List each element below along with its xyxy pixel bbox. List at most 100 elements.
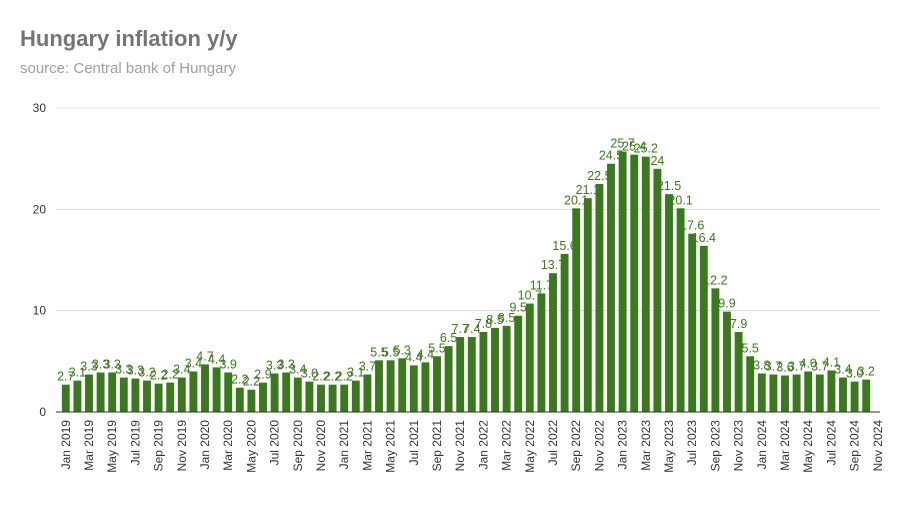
- data-label: 12.2: [703, 273, 727, 287]
- data-label: 21.1: [576, 183, 600, 197]
- x-tick-label: May 2020: [244, 420, 258, 473]
- data-label: 3.3: [92, 357, 109, 371]
- x-tick-label: Jul 2024: [824, 420, 838, 466]
- chart-title: Hungary inflation y/y: [20, 26, 238, 51]
- data-label: 3.3: [278, 357, 295, 371]
- x-tick-label: Nov 2019: [175, 420, 189, 472]
- bar: [247, 389, 256, 412]
- x-tick-label: Nov 2020: [314, 420, 328, 472]
- bar: [549, 273, 557, 412]
- data-label: 16.4: [692, 231, 716, 245]
- data-label: 10.7: [518, 289, 542, 303]
- x-tick-label: Mar 2022: [500, 420, 514, 471]
- bar: [630, 154, 639, 413]
- data-label: 7.7: [452, 322, 469, 336]
- data-label: 3.7: [811, 360, 828, 374]
- bar: [398, 358, 407, 412]
- bar: [386, 360, 395, 412]
- data-label: 7.4: [463, 322, 480, 336]
- bar: [641, 156, 650, 412]
- data-label: 3.9: [220, 357, 237, 371]
- bar: [119, 377, 128, 412]
- bar: [815, 374, 824, 412]
- data-label: 3.6: [776, 361, 793, 375]
- data-label: 3.4: [834, 363, 851, 377]
- bar: [131, 378, 140, 412]
- bar: [363, 374, 372, 412]
- data-label: 3.1: [347, 366, 364, 380]
- data-label: 5.5: [370, 345, 387, 359]
- data-label: 3.1: [69, 366, 86, 380]
- data-label: 2.2: [243, 375, 260, 389]
- data-label: 15.6: [552, 239, 576, 253]
- data-label: 2.2: [312, 370, 329, 384]
- bar: [827, 370, 836, 412]
- x-tick-label: Jan 2021: [337, 420, 351, 470]
- bar: [61, 384, 70, 412]
- bar: [804, 371, 813, 412]
- bar: [711, 288, 720, 412]
- data-label: 3.7: [359, 360, 376, 374]
- bar: [305, 381, 314, 412]
- x-tick-label: Nov 2022: [592, 420, 606, 472]
- x-tick-label: Jan 2024: [755, 420, 769, 470]
- data-label: 2.7: [57, 370, 74, 384]
- x-tick-label: Mar 2020: [221, 420, 235, 471]
- data-label: 4.4: [417, 347, 434, 361]
- bar: [769, 374, 778, 412]
- data-label: 3.2: [858, 365, 875, 379]
- x-tick-label: Sep 2021: [430, 420, 444, 472]
- bar: [676, 208, 685, 412]
- data-label: 2.2: [150, 369, 167, 383]
- bar: [108, 372, 117, 412]
- bar: [270, 373, 279, 412]
- x-tick-label: May 2019: [105, 420, 119, 473]
- x-tick-label: Jul 2021: [407, 420, 421, 466]
- bar: [560, 253, 569, 412]
- data-label: 3.7: [765, 360, 782, 374]
- data-label: 3.0: [846, 367, 863, 381]
- bar: [282, 372, 291, 412]
- data-label: 25.4: [622, 140, 646, 154]
- bar: [688, 233, 697, 412]
- x-tick-label: Jan 2023: [616, 420, 630, 470]
- bar: [839, 377, 847, 412]
- bar: [224, 372, 233, 412]
- data-label: 5.3: [394, 343, 411, 357]
- data-label: 6.5: [440, 331, 457, 345]
- data-label: 4.1: [823, 355, 840, 369]
- bar: [607, 163, 615, 412]
- data-label: 3.0: [301, 367, 318, 381]
- bar: [479, 331, 488, 412]
- bar: [572, 208, 581, 412]
- bar: [525, 303, 534, 412]
- x-tick-label: Sep 2024: [848, 420, 862, 472]
- data-label: 3.3: [127, 364, 144, 378]
- x-tick-label: Sep 2023: [708, 420, 722, 472]
- data-label: 7.9: [730, 317, 747, 331]
- data-label: 17.6: [680, 219, 704, 233]
- bar: [514, 315, 523, 412]
- data-label: 3.4: [185, 356, 202, 370]
- x-tick-label: May 2021: [384, 420, 398, 473]
- x-tick-label: Mar 2023: [639, 420, 653, 471]
- x-tick-label: Jan 2019: [59, 420, 73, 470]
- bar: [259, 382, 267, 412]
- data-label: 24.5: [599, 149, 623, 163]
- bar: [862, 379, 871, 412]
- data-label: 3.3: [266, 358, 283, 372]
- bar: [177, 377, 186, 412]
- bar: [502, 325, 511, 412]
- data-label: 5.5: [428, 341, 445, 355]
- data-label: 4.0: [800, 356, 817, 370]
- bar: [781, 375, 789, 412]
- x-tick-label: May 2023: [662, 420, 676, 473]
- bar: [792, 374, 801, 412]
- data-label: 9.5: [510, 301, 527, 315]
- data-label: 3.3: [80, 360, 97, 374]
- x-tick-label: Jul 2020: [268, 420, 282, 466]
- bar: [595, 184, 604, 412]
- bar: [850, 381, 859, 412]
- data-label: 4.4: [208, 352, 225, 366]
- x-tick-label: Nov 2023: [732, 420, 746, 472]
